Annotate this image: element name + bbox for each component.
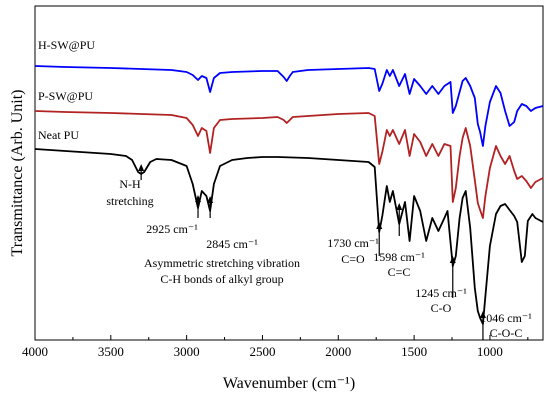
series-line-1	[34, 110, 544, 219]
peak-annotations: N-H stretching 2925 cm⁻¹ 2845 cm⁻¹ Asymmetri…	[106, 164, 532, 340]
annotation-p1245-line-0: 1245 cm⁻¹	[415, 286, 467, 300]
series-labels: H-SW@PU P-SW@PU Neat PU	[38, 38, 95, 142]
x-tick-label: 3500	[98, 344, 124, 359]
annotation-arrowhead-p1046	[479, 311, 486, 318]
annotation-ch-line-0: Asymmetric stretching vibration	[144, 256, 300, 270]
annotation-p2925-line-0: 2925 cm⁻¹	[146, 222, 198, 236]
annotation-p1046-line-1: C-O-C	[490, 326, 523, 340]
series-line-2	[34, 148, 544, 325]
y-axis-title: Transmittance (Arb. Unit)	[9, 90, 26, 257]
annotation-nh-line-1: stretching	[106, 194, 153, 208]
x-axis-ticks: 4000 3500 3000 2500 2000 1500 1000	[22, 335, 529, 359]
annotation-p1730-line-1: C=O	[341, 252, 365, 266]
series-line-0	[34, 65, 544, 147]
x-axis-title: Wavenumber (cm⁻¹)	[223, 375, 355, 392]
x-tick-label: 3000	[174, 344, 200, 359]
annotation-arrowhead-p1730	[376, 222, 383, 229]
x-tick-label: 1000	[477, 344, 503, 359]
annotation-arrowhead-p2845	[207, 196, 214, 203]
annotation-p2845-line-0: 2845 cm⁻¹	[206, 237, 258, 251]
annotation-p1598-line-1: C=C	[388, 265, 411, 279]
annotation-arrowhead-nh	[138, 164, 145, 171]
annotation-ch-line-1: C-H bonds of alkyl group	[160, 272, 283, 286]
annotation-p1730-line-0: 1730 cm⁻¹	[327, 236, 379, 250]
series-lines	[34, 65, 544, 325]
x-tick-label: 2000	[325, 344, 351, 359]
annotation-p1598-line-0: 1598 cm⁻¹	[373, 250, 425, 264]
series-label-2: Neat PU	[38, 128, 79, 142]
annotation-nh-line-0: N-H	[119, 177, 141, 191]
annotation-arrowhead-p2925	[195, 195, 202, 202]
series-label-1: P-SW@PU	[38, 89, 93, 103]
annotation-arrowhead-p1598	[396, 203, 403, 210]
annotation-arrowhead-p1245	[449, 256, 456, 263]
plot-frame	[34, 5, 544, 341]
x-tick-label: 1500	[401, 344, 427, 359]
x-tick-label: 2500	[249, 344, 275, 359]
x-tick-label: 4000	[22, 344, 48, 359]
series-label-0: H-SW@PU	[38, 38, 95, 52]
annotation-p1046-line-0: 1046 cm⁻¹	[480, 311, 532, 325]
annotation-p1245-line-1: C-O	[431, 301, 452, 315]
